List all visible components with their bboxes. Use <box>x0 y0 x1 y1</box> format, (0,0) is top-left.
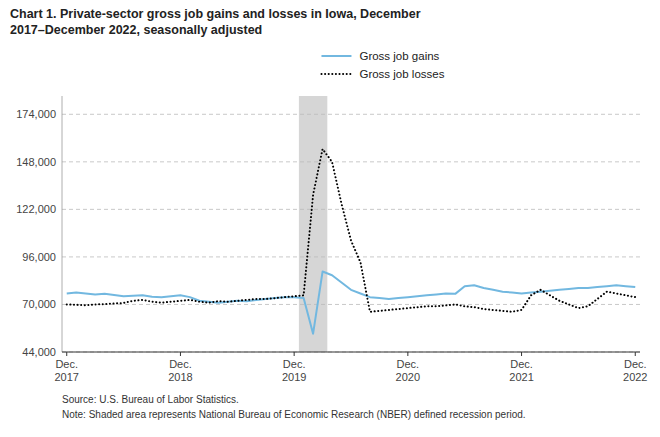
legend-label: Gross job losses <box>359 68 444 80</box>
y-axis: 44,000 70,000 96,000 122,000 148,000 174,000 <box>16 96 640 358</box>
text-line: 2019 <box>282 371 306 383</box>
x-axis: Dec.2017Dec.2018Dec.2019Dec.2020Dec.2021… <box>54 352 647 383</box>
text-line: Dec. <box>283 358 306 370</box>
background <box>0 0 660 437</box>
annotation: Note: Shaded area represents National Bu… <box>62 409 526 420</box>
legend: Gross job gains Gross job losses <box>321 50 444 80</box>
grid-line <box>62 256 640 257</box>
x-tick <box>521 352 522 356</box>
x-tick-label: Dec.2022 <box>623 358 647 383</box>
series-line <box>67 272 636 334</box>
y-tick-label: 70,000 <box>22 298 56 310</box>
x-tick <box>407 352 408 356</box>
text-line: 2020 <box>396 371 420 383</box>
grid-line <box>62 114 640 115</box>
text-line: 2017–December 2022, seasonally adjusted <box>10 23 262 37</box>
y-tick-label: 122,000 <box>16 203 56 215</box>
lines <box>67 149 636 334</box>
legend-label: Gross job gains <box>359 50 439 62</box>
grid-line <box>62 209 640 210</box>
y-tick-label: 44,000 <box>22 346 56 358</box>
title: Chart 1. Private-sector gross job gains … <box>10 7 421 37</box>
text-line: 2021 <box>509 371 533 383</box>
y-tick-label: 174,000 <box>16 108 56 120</box>
shaded-ranges <box>299 96 327 352</box>
text-line: Dec. <box>510 358 533 370</box>
y-tick-label: 96,000 <box>22 251 56 263</box>
x-tick-label: Dec.2020 <box>396 358 420 383</box>
x-tick <box>180 352 181 356</box>
text-line: Dec. <box>169 358 192 370</box>
x-tick <box>66 352 67 356</box>
series-line <box>67 149 636 312</box>
x-tick-label: Dec.2018 <box>168 358 192 383</box>
text-line: 2022 <box>623 371 647 383</box>
text-line: Dec. <box>397 358 420 370</box>
y-tick-label: 148,000 <box>16 156 56 168</box>
x-tick-label: Dec.2021 <box>509 358 533 383</box>
grid-line <box>62 304 640 305</box>
x-tick-label: Dec.2019 <box>282 358 306 383</box>
annotation: Source: U.S. Bureau of Labor Statistics. <box>62 394 239 405</box>
text-line: Chart 1. Private-sector gross job gains … <box>10 7 421 21</box>
grid-line <box>62 352 640 353</box>
x-tick <box>635 352 636 356</box>
shaded-range <box>299 96 327 352</box>
legend-swatch <box>321 73 351 75</box>
x-tick-label: Dec.2017 <box>54 358 78 383</box>
x-tick <box>294 352 295 356</box>
text-line: Dec. <box>55 358 78 370</box>
grid-line <box>62 161 640 162</box>
chart: Chart 1. Private-sector gross job gains … <box>0 0 660 437</box>
legend-swatch <box>321 55 351 57</box>
text-line: 2018 <box>168 371 192 383</box>
text-line: 2017 <box>54 371 78 383</box>
text-line: Dec. <box>624 358 647 370</box>
y-axis-line <box>62 96 63 352</box>
x-axis-line <box>62 352 640 353</box>
